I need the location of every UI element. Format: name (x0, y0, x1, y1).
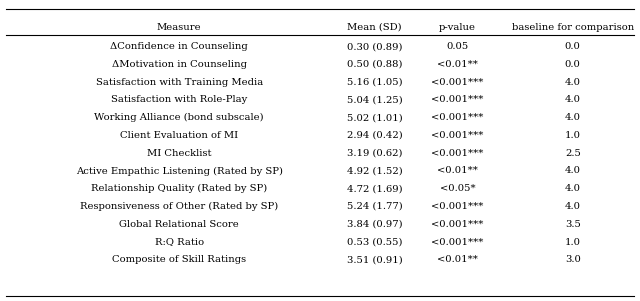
Text: 3.51 (0.91): 3.51 (0.91) (346, 255, 403, 264)
Text: 5.02 (1.01): 5.02 (1.01) (346, 113, 403, 122)
Text: Mean (SD): Mean (SD) (347, 23, 402, 32)
Text: 0.0: 0.0 (565, 42, 580, 51)
Text: 2.94 (0.42): 2.94 (0.42) (346, 131, 403, 140)
Text: R:Q Ratio: R:Q Ratio (155, 237, 204, 247)
Text: 4.0: 4.0 (564, 78, 581, 87)
Text: <0.01**: <0.01** (437, 60, 478, 69)
Text: ΔConfidence in Counseling: ΔConfidence in Counseling (110, 42, 248, 51)
Text: MI Checklist: MI Checklist (147, 149, 211, 158)
Text: 0.53 (0.55): 0.53 (0.55) (347, 237, 402, 247)
Text: Client Evaluation of MI: Client Evaluation of MI (120, 131, 238, 140)
Text: 1.0: 1.0 (564, 237, 581, 247)
Text: 5.24 (1.77): 5.24 (1.77) (346, 202, 403, 211)
Text: Working Alliance (bond subscale): Working Alliance (bond subscale) (94, 113, 264, 122)
Text: Responsiveness of Other (Rated by SP): Responsiveness of Other (Rated by SP) (80, 202, 278, 211)
Text: <0.01**: <0.01** (437, 255, 478, 264)
Text: Active Empathic Listening (Rated by SP): Active Empathic Listening (Rated by SP) (76, 166, 283, 175)
Text: 4.0: 4.0 (564, 166, 581, 175)
Text: 4.0: 4.0 (564, 202, 581, 211)
Text: 2.5: 2.5 (565, 149, 580, 158)
Text: 3.0: 3.0 (565, 255, 580, 264)
Text: <0.001***: <0.001*** (431, 220, 484, 229)
Text: 3.5: 3.5 (565, 220, 580, 229)
Text: <0.05*: <0.05* (440, 184, 476, 193)
Text: <0.001***: <0.001*** (431, 237, 484, 247)
Text: Measure: Measure (157, 23, 202, 32)
Text: <0.001***: <0.001*** (431, 95, 484, 104)
Text: 5.04 (1.25): 5.04 (1.25) (346, 95, 403, 104)
Text: Composite of Skill Ratings: Composite of Skill Ratings (112, 255, 246, 264)
Text: Satisfaction with Training Media: Satisfaction with Training Media (95, 78, 263, 87)
Text: <0.001***: <0.001*** (431, 202, 484, 211)
Text: <0.001***: <0.001*** (431, 113, 484, 122)
Text: baseline for comparison: baseline for comparison (511, 23, 634, 32)
Text: p-value: p-value (439, 23, 476, 32)
Text: 4.0: 4.0 (564, 95, 581, 104)
Text: 0.05: 0.05 (447, 42, 468, 51)
Text: 0.50 (0.88): 0.50 (0.88) (347, 60, 402, 69)
Text: 4.0: 4.0 (564, 184, 581, 193)
Text: ΔMotivation in Counseling: ΔMotivation in Counseling (112, 60, 246, 69)
Text: Satisfaction with Role-Play: Satisfaction with Role-Play (111, 95, 247, 104)
Text: 3.19 (0.62): 3.19 (0.62) (347, 149, 402, 158)
Text: <0.01**: <0.01** (437, 166, 478, 175)
Text: 1.0: 1.0 (564, 131, 581, 140)
Text: 5.16 (1.05): 5.16 (1.05) (347, 78, 402, 87)
Text: 0.0: 0.0 (565, 60, 580, 69)
Text: 4.72 (1.69): 4.72 (1.69) (347, 184, 402, 193)
Text: <0.001***: <0.001*** (431, 149, 484, 158)
Text: Relationship Quality (Rated by SP): Relationship Quality (Rated by SP) (91, 184, 268, 193)
Text: Global Relational Score: Global Relational Score (119, 220, 239, 229)
Text: 4.0: 4.0 (564, 113, 581, 122)
Text: 4.92 (1.52): 4.92 (1.52) (346, 166, 403, 175)
Text: <0.001***: <0.001*** (431, 131, 484, 140)
Text: 3.84 (0.97): 3.84 (0.97) (347, 220, 402, 229)
Text: 0.30 (0.89): 0.30 (0.89) (347, 42, 402, 51)
Text: <0.001***: <0.001*** (431, 78, 484, 87)
